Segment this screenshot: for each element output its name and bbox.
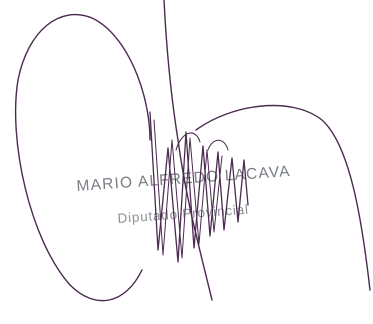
stamp-title: Diputado Provincial (117, 201, 250, 226)
stamp-name: MARIO ALFREDO LACAVA (76, 163, 292, 195)
